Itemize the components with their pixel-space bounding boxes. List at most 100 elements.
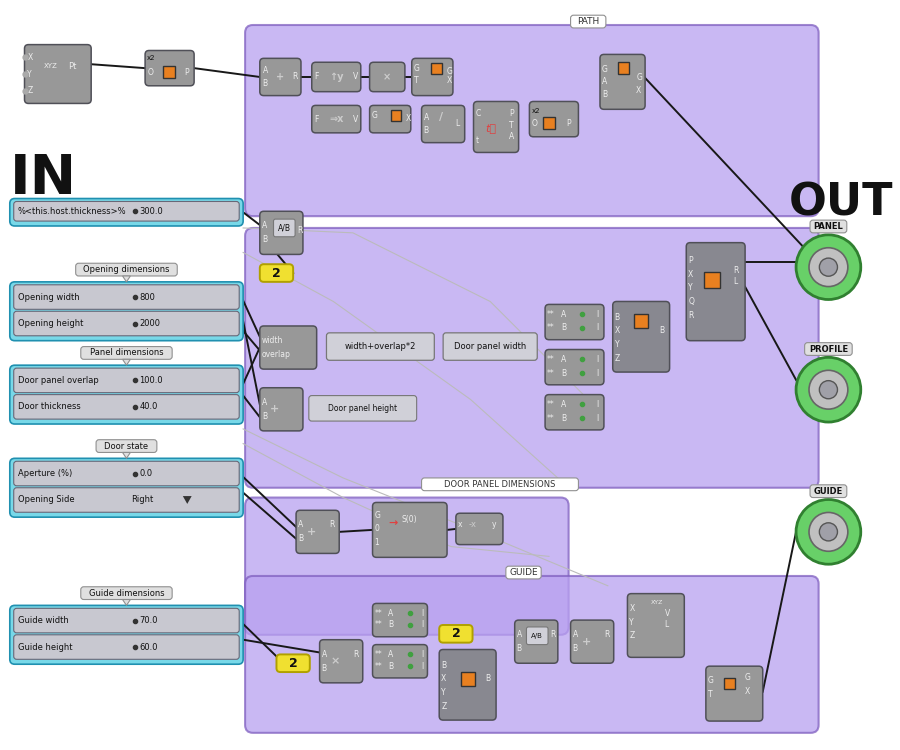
Bar: [543, 117, 555, 129]
Text: G: G: [372, 111, 377, 120]
Text: Pt: Pt: [68, 62, 76, 70]
Text: R: R: [297, 226, 302, 236]
FancyBboxPatch shape: [14, 608, 239, 633]
Text: Door state: Door state: [104, 442, 148, 451]
Circle shape: [819, 381, 838, 399]
Text: Opening width: Opening width: [18, 292, 79, 302]
Text: Opening height: Opening height: [18, 319, 83, 328]
Text: R: R: [292, 73, 298, 82]
FancyBboxPatch shape: [14, 488, 239, 512]
Polygon shape: [122, 452, 130, 458]
Text: +: +: [270, 404, 279, 414]
FancyBboxPatch shape: [421, 478, 579, 490]
Text: G: G: [447, 67, 453, 76]
Text: ×: ×: [383, 72, 392, 82]
Bar: [617, 62, 629, 74]
Text: OUT: OUT: [789, 182, 894, 225]
FancyBboxPatch shape: [311, 106, 361, 133]
FancyBboxPatch shape: [260, 58, 301, 95]
Text: B: B: [321, 664, 327, 673]
Text: G: G: [707, 676, 714, 686]
FancyBboxPatch shape: [412, 58, 453, 95]
Text: R: R: [353, 650, 358, 659]
FancyBboxPatch shape: [24, 44, 91, 104]
FancyBboxPatch shape: [76, 263, 177, 276]
Text: PROFILE: PROFILE: [809, 344, 848, 353]
FancyBboxPatch shape: [545, 350, 604, 385]
Text: **: **: [547, 414, 554, 423]
Text: x2: x2: [147, 56, 156, 62]
Text: B: B: [517, 644, 522, 653]
Text: S(0): S(0): [402, 514, 418, 523]
Text: R: R: [329, 520, 335, 530]
Text: 2: 2: [289, 657, 298, 670]
Bar: [163, 66, 175, 78]
Text: P: P: [184, 68, 189, 76]
FancyBboxPatch shape: [14, 202, 239, 221]
Text: B: B: [615, 313, 620, 322]
Text: T: T: [508, 121, 513, 130]
Text: overlap: overlap: [262, 350, 291, 359]
Text: 70.0: 70.0: [140, 616, 158, 625]
FancyBboxPatch shape: [260, 264, 293, 282]
Text: I: I: [596, 355, 599, 364]
Text: Z: Z: [615, 354, 620, 363]
FancyBboxPatch shape: [14, 368, 239, 393]
Text: I: I: [421, 620, 424, 629]
Text: +: +: [276, 72, 284, 82]
Text: Z: Z: [441, 702, 446, 711]
Text: A: A: [262, 398, 267, 407]
Text: 2: 2: [452, 627, 460, 640]
Text: /: /: [439, 112, 444, 122]
Text: A: A: [262, 221, 267, 230]
FancyBboxPatch shape: [276, 655, 310, 672]
Text: X: X: [441, 674, 446, 683]
Text: ↑y: ↑y: [329, 72, 344, 82]
Text: X: X: [636, 86, 642, 95]
FancyBboxPatch shape: [810, 484, 847, 497]
Text: +: +: [581, 637, 591, 646]
FancyBboxPatch shape: [443, 333, 537, 360]
Bar: [431, 63, 442, 74]
FancyBboxPatch shape: [14, 394, 239, 419]
Text: Q: Q: [688, 297, 694, 306]
Text: G: G: [602, 64, 608, 74]
FancyBboxPatch shape: [311, 62, 361, 92]
FancyBboxPatch shape: [320, 640, 363, 682]
Bar: [391, 110, 401, 121]
FancyBboxPatch shape: [245, 576, 819, 733]
FancyBboxPatch shape: [473, 101, 518, 152]
Text: t: t: [475, 136, 479, 146]
Text: **: **: [547, 400, 554, 409]
FancyBboxPatch shape: [373, 604, 427, 637]
Text: →: →: [388, 518, 398, 528]
Text: ⇒x: ⇒x: [329, 114, 344, 124]
FancyBboxPatch shape: [10, 199, 243, 226]
Text: B: B: [388, 662, 393, 670]
Text: Z: Z: [28, 86, 32, 95]
Text: PATH: PATH: [577, 17, 599, 26]
Text: Y: Y: [629, 617, 634, 626]
Text: 300.0: 300.0: [140, 207, 163, 216]
Text: A: A: [517, 630, 522, 639]
Text: I: I: [596, 368, 599, 377]
Text: R: R: [550, 630, 555, 639]
FancyBboxPatch shape: [373, 503, 447, 557]
Text: L: L: [734, 278, 738, 286]
Text: A: A: [561, 310, 566, 319]
Text: A: A: [572, 630, 578, 639]
Text: P: P: [567, 118, 572, 128]
Text: **: **: [547, 323, 554, 332]
FancyBboxPatch shape: [245, 497, 569, 634]
FancyBboxPatch shape: [245, 228, 819, 488]
Text: B: B: [424, 127, 428, 136]
FancyBboxPatch shape: [14, 461, 239, 486]
Text: **: **: [547, 310, 554, 319]
FancyBboxPatch shape: [260, 326, 317, 369]
Text: Door thickness: Door thickness: [18, 402, 80, 411]
Text: I: I: [596, 414, 599, 423]
Text: **: **: [374, 609, 382, 618]
Text: Guide height: Guide height: [18, 643, 72, 652]
Text: width: width: [262, 336, 284, 345]
Text: PANEL: PANEL: [814, 222, 843, 231]
